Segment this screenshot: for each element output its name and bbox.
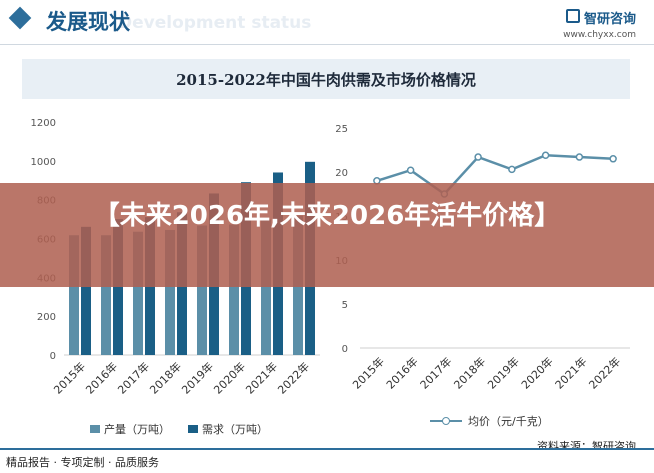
brand-name: 智研咨询 <box>583 12 636 27</box>
price-point <box>609 155 617 163</box>
header-title: 发展现状 <box>46 10 130 34</box>
legend-label-production: 产量（万吨） <box>104 423 170 436</box>
price-point <box>474 153 482 161</box>
bar-production <box>229 224 239 355</box>
price-point <box>575 153 584 161</box>
line-x-tick-label: 2016年 <box>383 354 420 391</box>
bar-y-tick-label: 1000 <box>31 157 56 168</box>
bar-x-tick-label: 2021年 <box>243 359 280 396</box>
brand-url: www.chyxx.com <box>563 30 636 40</box>
price-point <box>541 151 550 160</box>
legend-swatch-production <box>90 425 100 433</box>
bar-y-tick-label: 200 <box>37 312 56 323</box>
line-x-tick-label: 2017年 <box>417 354 454 391</box>
bar-x-tick-label: 2016年 <box>83 359 120 396</box>
bar-x-tick-label: 2017年 <box>115 359 152 396</box>
legend-label-price: 均价（元/千克） <box>468 415 549 428</box>
footer-divider <box>0 448 654 450</box>
bar-demand <box>113 219 123 355</box>
footer: 精品报告 · 专项定制 · 品质服务 <box>0 450 654 473</box>
line-x-tick-label: 2019年 <box>485 354 522 391</box>
bar-x-tick-label: 2015年 <box>51 359 88 396</box>
price-point <box>406 166 415 174</box>
bar-production <box>69 235 79 355</box>
line-y-tick-label: 25 <box>335 124 348 135</box>
bar-production <box>165 229 175 355</box>
bar-x-tick-label: 2019年 <box>179 359 216 396</box>
bar-production <box>101 235 111 355</box>
line-x-tick-label: 2015年 <box>350 354 387 391</box>
footer-tagline: 精品报告 · 专项定制 · 品质服务 <box>6 456 159 469</box>
bar-production <box>133 231 143 355</box>
bar-legend: 产量（万吨） 需求（万吨） <box>90 421 268 437</box>
bar-x-tick-label: 2020年 <box>211 359 248 396</box>
bar-demand <box>81 226 91 355</box>
price-point <box>508 165 516 174</box>
brand-logo-icon <box>566 9 580 23</box>
bar-production <box>197 225 207 355</box>
line-legend: 均价（元/千克） <box>430 413 549 429</box>
banner-text: 【未来2026年,未来2026年活牛价格】 <box>93 201 561 231</box>
bar-production <box>261 219 271 355</box>
line-y-tick-label: 5 <box>342 300 348 311</box>
bar-x-tick-label: 2018年 <box>147 359 184 396</box>
line-x-tick-label: 2020年 <box>518 354 555 391</box>
header-divider <box>0 44 654 45</box>
chart-title-box: 2015-2022年中国牛肉供需及市场价格情况 <box>22 59 630 99</box>
overlay-banner: 【未来2026年,未来2026年活牛价格】 <box>0 183 654 287</box>
line-x-tick-label: 2018年 <box>451 354 488 391</box>
bar-y-tick-label: 1200 <box>31 118 56 129</box>
line-y-tick-label: 20 <box>335 168 348 179</box>
legend-label-demand: 需求（万吨） <box>202 423 268 436</box>
header: Development status 发展现状 智研咨询 www.chyxx.c… <box>0 0 654 44</box>
bar-y-tick-label: 0 <box>50 351 56 362</box>
chart-title: 2015-2022年中国牛肉供需及市场价格情况 <box>176 71 476 89</box>
brand: 智研咨询 www.chyxx.com <box>563 8 636 40</box>
header-subtitle-en: Development status <box>118 13 312 33</box>
line-x-tick-label: 2021年 <box>552 354 589 391</box>
bar-x-tick-label: 2022年 <box>275 359 312 396</box>
price-line <box>376 154 614 196</box>
line-y-tick-label: 0 <box>342 344 348 355</box>
legend-swatch-demand <box>188 425 198 433</box>
legend-marker <box>442 417 450 425</box>
legend-swatch-price <box>430 416 462 426</box>
line-x-tick-label: 2022年 <box>586 354 623 391</box>
